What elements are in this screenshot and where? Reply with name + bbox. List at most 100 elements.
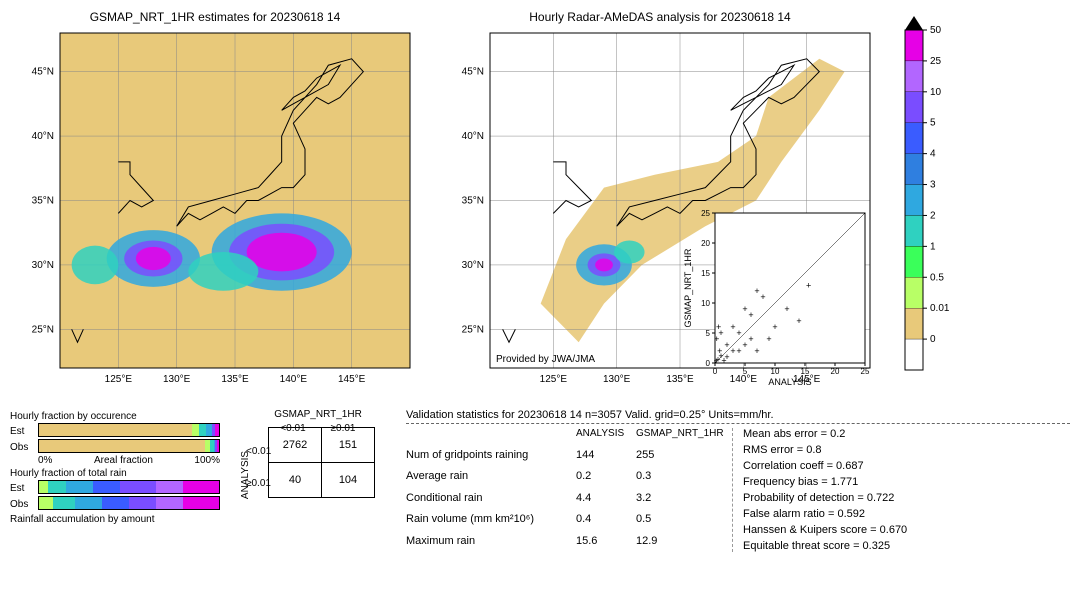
svg-text:25: 25 [861, 367, 870, 376]
svg-text:+: + [730, 346, 735, 356]
svg-text:+: + [784, 304, 789, 314]
svg-text:0.5: 0.5 [930, 272, 944, 283]
ct-col0: <0.01 [268, 423, 318, 434]
stats-cell: 0.4 [576, 513, 636, 531]
svg-text:0: 0 [713, 367, 718, 376]
map2-title: Hourly Radar-AMeDAS analysis for 2023061… [440, 10, 880, 24]
stats-table: ANALYSISGSMAP_NRT_1HRNum of gridpoints r… [406, 428, 716, 552]
stats-right: Mean abs error = 0.2 RMS error = 0.8 Corre… [732, 428, 907, 552]
svg-text:3: 3 [930, 180, 936, 191]
svg-text:+: + [716, 322, 721, 332]
svg-text:+: + [724, 352, 729, 362]
svg-text:25: 25 [701, 209, 710, 218]
ct-11: 104 [322, 463, 375, 498]
obs-label2: Obs [10, 499, 34, 510]
stats-col-hdr: GSMAP_NRT_1HR [636, 428, 716, 445]
stats-cell: Average rain [406, 470, 576, 488]
map2-panel: Hourly Radar-AMeDAS analysis for 2023061… [440, 10, 880, 401]
svg-text:10: 10 [930, 87, 942, 98]
svg-text:45°N: 45°N [462, 67, 484, 78]
top-row: GSMAP_NRT_1HR estimates for 20230618 14 … [10, 10, 1070, 401]
svg-text:45°N: 45°N [32, 67, 54, 78]
svg-text:125°E: 125°E [105, 374, 133, 385]
svg-text:130°E: 130°E [603, 374, 631, 385]
stats-cell: Maximum rain [406, 535, 576, 553]
svg-text:25: 25 [930, 56, 942, 67]
stats-cell: 12.9 [636, 535, 716, 553]
svg-text:+: + [806, 281, 811, 291]
svg-text:145°E: 145°E [338, 374, 366, 385]
svg-text:125°E: 125°E [540, 374, 568, 385]
bar-rain-obs [38, 496, 220, 510]
bar-occ-obs [38, 439, 220, 453]
svg-text:15: 15 [801, 367, 810, 376]
svg-text:0.01: 0.01 [930, 303, 950, 314]
svg-text:30°N: 30°N [462, 260, 484, 271]
svg-text:10: 10 [701, 299, 710, 308]
stats-metric: False alarm ratio = 0.592 [743, 508, 907, 520]
stats-cell: 15.6 [576, 535, 636, 553]
stats-metric: Hanssen & Kuipers score = 0.670 [743, 524, 907, 536]
stats-cell: Num of gridpoints raining [406, 449, 576, 467]
map1-panel: GSMAP_NRT_1HR estimates for 20230618 14 … [10, 10, 420, 401]
svg-text:20: 20 [701, 239, 710, 248]
ct-row1: ≥0.01 [246, 467, 271, 499]
svg-text:+: + [754, 346, 759, 356]
obs-label: Obs [10, 442, 34, 453]
svg-text:+: + [796, 316, 801, 326]
svg-text:4: 4 [930, 149, 936, 160]
svg-text:135°E: 135°E [221, 374, 249, 385]
bars-column: Hourly fraction by occurence Est Obs 0%A… [10, 409, 220, 552]
ct-row-sub: <0.01 ≥0.01 [246, 435, 271, 499]
bars-title2: Hourly fraction of total rain [10, 468, 220, 479]
colorbar-svg: 502510543210.50.010 [900, 10, 970, 390]
stats-cell: 4.4 [576, 492, 636, 510]
ct-col-title: GSMAP_NRT_1HR [268, 409, 368, 420]
svg-text:+: + [736, 328, 741, 338]
svg-text:0: 0 [930, 334, 936, 345]
svg-text:20: 20 [831, 367, 840, 376]
map1-svg: 125°E130°E135°E140°E145°E25°N30°N35°N40°… [10, 28, 420, 398]
svg-text:35°N: 35°N [32, 196, 54, 207]
bars-title1: Hourly fraction by occurence [10, 411, 220, 422]
svg-text:5: 5 [930, 118, 936, 129]
stats-cell: Rain volume (mm km²10⁶) [406, 513, 576, 531]
bar-occ-est [38, 423, 220, 437]
svg-text:+: + [748, 334, 753, 344]
svg-text:+: + [772, 322, 777, 332]
svg-text:2: 2 [930, 210, 936, 221]
stats-metric: Mean abs error = 0.2 [743, 428, 907, 440]
map1-title: GSMAP_NRT_1HR estimates for 20230618 14 [10, 10, 420, 24]
svg-text:+: + [717, 346, 722, 356]
svg-text:ANALYSIS: ANALYSIS [768, 377, 811, 387]
stats-divider [406, 423, 1070, 424]
svg-text:5: 5 [706, 329, 711, 338]
svg-text:135°E: 135°E [666, 374, 694, 385]
stats-cell: 0.3 [636, 470, 716, 488]
ct-row0: <0.01 [246, 435, 271, 467]
stats-cell: 144 [576, 449, 636, 467]
stats-metric: Correlation coeff = 0.687 [743, 460, 907, 472]
colorbar-panel: 502510543210.50.010 [900, 10, 970, 401]
stats-title: Validation statistics for 20230618 14 n=… [406, 409, 1070, 421]
svg-text:GSMAP_NRT_1HR: GSMAP_NRT_1HR [683, 248, 693, 327]
ct-10: 40 [269, 463, 322, 498]
svg-text:5: 5 [743, 367, 748, 376]
est-label2: Est [10, 483, 34, 494]
bottom-row: Hourly fraction by occurence Est Obs 0%A… [10, 409, 1070, 552]
stats-metric: RMS error = 0.8 [743, 444, 907, 456]
stats-metric: Probability of detection = 0.722 [743, 492, 907, 504]
svg-text:50: 50 [930, 25, 942, 36]
svg-text:+: + [724, 340, 729, 350]
stats-metric: Equitable threat score = 0.325 [743, 540, 907, 552]
svg-text:0: 0 [706, 359, 711, 368]
svg-text:+: + [754, 286, 759, 296]
svg-text:25°N: 25°N [462, 324, 484, 335]
stats-cell: Conditional rain [406, 492, 576, 510]
stats-body: ANALYSISGSMAP_NRT_1HRNum of gridpoints r… [406, 428, 1070, 552]
svg-text:10: 10 [771, 367, 780, 376]
svg-text:40°N: 40°N [32, 131, 54, 142]
stats-metric: Frequency bias = 1.771 [743, 476, 907, 488]
svg-text:35°N: 35°N [462, 196, 484, 207]
svg-text:+: + [742, 340, 747, 350]
